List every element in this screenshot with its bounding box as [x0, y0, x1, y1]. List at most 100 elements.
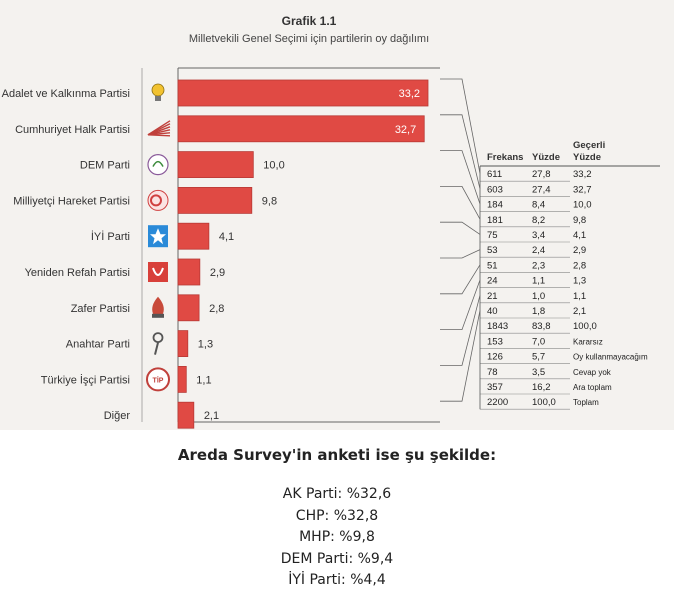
connector-line: [440, 279, 481, 331]
survey-line-mhp: MHP: %9,8: [299, 529, 375, 545]
bulb-icon-base: [155, 96, 161, 101]
bulb-icon: [151, 83, 165, 97]
table-cell-yuzde: 5,7: [532, 352, 545, 363]
category-label: Anahtar Parti: [66, 339, 130, 351]
survey-line-iyi: İYİ Parti: %4,4: [288, 572, 386, 588]
value-label: 2,1: [204, 410, 219, 422]
connector-line: [440, 114, 481, 189]
table-cell-yuzde: 1,8: [532, 306, 545, 317]
table-cell-frekans: 603: [487, 184, 503, 195]
table-cell-yuzde: 100,0: [532, 397, 556, 408]
tip-logo-text: TİP: [153, 376, 164, 384]
value-label: 2,8: [209, 303, 224, 315]
tip-logo-icon: [146, 367, 170, 392]
table-cell-frekans: 53: [487, 245, 498, 256]
table-cell-gecerli: 100,0: [573, 321, 597, 332]
table-cell-frekans: 2200: [487, 397, 508, 408]
chart-subtitle: Milletvekili Genel Seçimi için partileri…: [189, 33, 429, 45]
table-cell-frekans: 153: [487, 336, 503, 347]
table-header-gecerli-2: Yüzde: [573, 152, 601, 163]
connector-line: [440, 264, 481, 295]
table-cell-frekans: 181: [487, 215, 503, 226]
table-cell-yuzde: 27,4: [532, 184, 551, 195]
table-cell-gecerli: 9,8: [573, 215, 586, 226]
table-cell-gecerli: Ara toplam: [573, 383, 612, 392]
table-cell-frekans: 21: [487, 291, 498, 302]
value-label: 9,8: [262, 195, 277, 207]
connector-line: [440, 185, 481, 220]
table-cell-frekans: 75: [487, 230, 498, 241]
category-label: Türkiye İşçi Partisi: [41, 373, 130, 386]
table-cell-yuzde: 7,0: [532, 336, 545, 347]
bar: [177, 401, 195, 429]
category-label: İYİ Parti: [91, 230, 130, 243]
value-label: 4,1: [219, 231, 234, 243]
category-label: Adalet ve Kalkınma Partisi: [2, 88, 130, 100]
bar: [177, 365, 187, 393]
bar: [177, 186, 253, 214]
table-cell-gecerli: Oy kullanmayacağım: [573, 353, 648, 362]
table-cell-yuzde: 1,0: [532, 291, 545, 302]
table-header-gecerli: Geçerli: [573, 140, 605, 151]
category-label: Zafer Partisi: [71, 303, 130, 315]
category-label: Yeniden Refah Partisi: [25, 267, 130, 279]
survey-results: AK Parti: %32,6 CHP: %32,8 MHP: %9,8 DEM…: [0, 484, 674, 592]
connector-line: [440, 150, 481, 205]
refah-logo-icon: [148, 262, 168, 282]
bar: [177, 115, 425, 143]
table-cell-yuzde: 8,4: [532, 200, 545, 211]
table-cell-yuzde: 16,2: [532, 382, 551, 393]
table-cell-frekans: 51: [487, 260, 498, 271]
connector-line: [440, 249, 481, 259]
star-icon-shape: [150, 228, 166, 245]
dem-logo-icon: [147, 154, 169, 176]
value-label: 33,2: [399, 88, 420, 100]
flame-icon: [152, 296, 164, 316]
table-cell-gecerli: 1,3: [573, 276, 586, 287]
category-label: Diğer: [104, 410, 131, 422]
table-cell-gecerli: 2,8: [573, 260, 586, 271]
value-label: 1,3: [198, 339, 213, 351]
bar: [177, 330, 189, 358]
connector-line: [440, 295, 481, 366]
table-cell-yuzde: 2,3: [532, 260, 545, 271]
key-icon: [152, 332, 164, 344]
connector-line: [440, 221, 481, 235]
table-cell-gecerli: Cevap yok: [573, 368, 612, 377]
table-cell-gecerli: Toplam: [573, 398, 599, 407]
table-cell-yuzde: 8,2: [532, 215, 545, 226]
category-label: Milliyetçi Hareket Partisi: [13, 195, 130, 207]
bar: [177, 151, 254, 179]
table-cell-frekans: 611: [487, 169, 502, 180]
refah-logo-mark: [152, 267, 164, 276]
table-cell-frekans: 40: [487, 306, 498, 317]
table-cell-gecerli: 10,0: [573, 200, 592, 211]
table-cell-yuzde: 2,4: [532, 245, 545, 256]
value-label: 2,9: [210, 267, 225, 279]
table-cell-yuzde: 1,1: [532, 276, 545, 287]
table-cell-gecerli: 2,1: [573, 306, 586, 317]
table-cell-yuzde: 27,8: [532, 169, 551, 180]
survey-line-chp: CHP: %32,8: [295, 507, 379, 524]
table-cell-gecerli: Kararsız: [573, 337, 603, 346]
table-cell-frekans: 78: [487, 367, 498, 378]
key-icon-shaft: [154, 342, 159, 355]
bar: [177, 294, 200, 322]
table-cell-gecerli: 2,9: [573, 245, 586, 256]
category-label: Cumhuriyet Halk Partisi: [15, 124, 130, 136]
table-cell-gecerli: 33,2: [573, 169, 592, 180]
connector-line: [440, 78, 481, 174]
table-cell-yuzde: 3,4: [532, 230, 545, 241]
table-cell-frekans: 126: [487, 352, 503, 363]
bar: [177, 79, 429, 107]
connector-line: [440, 310, 481, 402]
value-label: 1,1: [196, 374, 211, 386]
table-header-yuzde: Yüzde: [532, 152, 560, 163]
table-header-frekans: Frekans: [487, 152, 523, 163]
bar: [177, 258, 201, 286]
table-cell-yuzde: 3,5: [532, 367, 545, 378]
value-label: 10,0: [263, 160, 284, 172]
crescent-icon-moon: [150, 194, 162, 207]
chart-figure: Grafik 1.1 Milletvekili Genel Seçimi için…: [0, 0, 674, 430]
ray-icon: [147, 134, 171, 137]
